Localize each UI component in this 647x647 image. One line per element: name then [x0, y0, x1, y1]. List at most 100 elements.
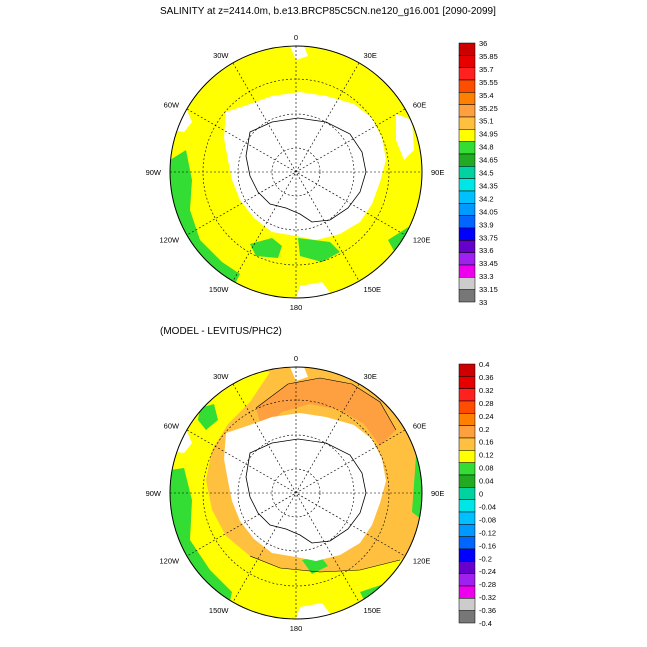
colorbar-swatch — [458, 55, 476, 68]
longitude-label: 150W — [209, 606, 230, 615]
colorbar-label: -0.16 — [479, 541, 496, 550]
longitude-label: 0 — [294, 33, 298, 42]
colorbar-label: 0.28 — [479, 399, 494, 408]
colorbar-label: -0.36 — [479, 606, 496, 615]
land-mask — [296, 282, 334, 298]
colorbar-swatch — [458, 413, 476, 426]
longitude-label: 90E — [431, 489, 444, 498]
colorbar-label: 0.12 — [479, 451, 494, 460]
difference-map: 0 30E 60E 90E 120E 150E 180 150W 120W 90W 60W 30W — [146, 354, 445, 633]
colorbar-swatch — [458, 425, 476, 439]
colorbar-label: 35.7 — [479, 65, 494, 74]
colorbar-swatch — [458, 524, 476, 537]
panel-top-title: SALINITY at z=2414.0m, b.e13.BRCP85C5CN.… — [160, 6, 496, 17]
colorbar-swatch — [458, 104, 476, 118]
antarctica-land — [224, 413, 386, 561]
colorbar-swatch — [458, 511, 476, 525]
colorbar-label: 34.35 — [479, 181, 498, 190]
land-mask — [290, 46, 308, 60]
longitude-label: 0 — [294, 354, 298, 363]
colorbar-swatch — [458, 277, 476, 290]
ocean-field-orange — [256, 378, 396, 446]
colorbar-label: 0 — [479, 490, 483, 499]
colorbar-label: 34.5 — [479, 169, 494, 178]
colorbar-label: -0.2 — [479, 554, 492, 563]
colorbar-label: 35.25 — [479, 104, 498, 113]
colorbar-label: 35.4 — [479, 91, 494, 100]
map-border — [169, 366, 423, 620]
colorbar-swatch — [458, 92, 476, 105]
colorbar-swatch — [458, 129, 476, 142]
colorbar-label: 0.2 — [479, 425, 489, 434]
colorbar-swatch — [458, 203, 476, 216]
longitude-label: 60E — [413, 101, 426, 110]
colorbar-swatch — [458, 67, 476, 81]
longitude-label: 180 — [290, 303, 303, 312]
map-border — [169, 45, 423, 299]
longitude-label: 30E — [364, 372, 377, 381]
colorbar-label: 34.05 — [479, 207, 498, 216]
colorbar-label: 33.9 — [479, 220, 494, 229]
longitude-label: 150E — [364, 285, 382, 294]
colorbar-swatch — [458, 610, 476, 624]
colorbar-swatch — [458, 487, 476, 500]
salinity-map: 0 30E 60E 90E 120E 150E 180 150W 120W 90W 60W 30W — [146, 33, 445, 312]
colorbar-swatch — [458, 561, 476, 574]
colorbar-swatch — [458, 190, 476, 204]
contour-line — [249, 555, 401, 573]
colorbar-label: 0.04 — [479, 477, 494, 486]
colorbar-swatch — [458, 573, 476, 587]
colorbar-swatch — [458, 363, 476, 377]
colorbar-swatch — [458, 499, 476, 513]
colorbar-label: -0.08 — [479, 515, 496, 524]
colorbar-label: 33.3 — [479, 272, 494, 281]
ocean-field-green — [298, 238, 340, 262]
land-mask — [296, 603, 334, 619]
colorbar-swatch — [458, 376, 476, 389]
longitude-label: 120W — [160, 557, 181, 566]
antarctica-land — [224, 92, 386, 240]
colorbar-label: -0.12 — [479, 528, 496, 537]
colorbar-label: 35.1 — [479, 117, 494, 126]
colorbar-swatch — [458, 116, 476, 130]
ocean-field-green — [198, 404, 218, 430]
ocean-field-green — [302, 556, 328, 574]
colorbar-swatch — [458, 215, 476, 229]
colorbar-swatch — [458, 548, 476, 562]
colorbar-label: 33.45 — [479, 259, 498, 268]
colorbar-label: 35.55 — [479, 78, 498, 87]
colorbar-swatch — [458, 240, 476, 253]
colorbar-swatch — [458, 598, 476, 611]
colorbar-swatch — [458, 141, 476, 155]
antarctic-coastline — [245, 438, 367, 544]
colorbar-label: -0.28 — [479, 580, 496, 589]
colorbar-swatch — [458, 437, 476, 451]
colorbar-swatch — [458, 450, 476, 463]
graticule — [170, 46, 422, 298]
longitude-label: 60W — [164, 101, 180, 110]
longitude-label: 180 — [290, 624, 303, 633]
colorbar-label: 36 — [479, 39, 487, 48]
colorbar-swatch — [458, 264, 476, 278]
colorbar-label: 34.2 — [479, 194, 494, 203]
longitude-label: 90E — [431, 168, 444, 177]
colorbar-swatch — [458, 585, 476, 599]
colorbar-label: 33.75 — [479, 233, 498, 242]
colorbar-swatch — [458, 474, 476, 488]
land-mask — [396, 114, 414, 160]
longitude-label: 60W — [164, 422, 180, 431]
antarctic-coastline — [245, 117, 367, 223]
colorbar-label: 0.36 — [479, 373, 494, 382]
colorbar-swatch — [458, 252, 476, 266]
longitude-label: 60E — [413, 422, 426, 431]
colorbar-swatch — [458, 536, 476, 550]
longitude-label: 30E — [364, 51, 377, 60]
longitude-label: 30W — [213, 51, 229, 60]
colorbar-label: -0.32 — [479, 593, 496, 602]
colorbar-swatch — [458, 178, 476, 192]
colorbar-swatch — [458, 153, 476, 167]
colorbar-label: 0.08 — [479, 464, 494, 473]
graticule — [170, 367, 422, 619]
longitude-label: 120E — [413, 236, 431, 245]
